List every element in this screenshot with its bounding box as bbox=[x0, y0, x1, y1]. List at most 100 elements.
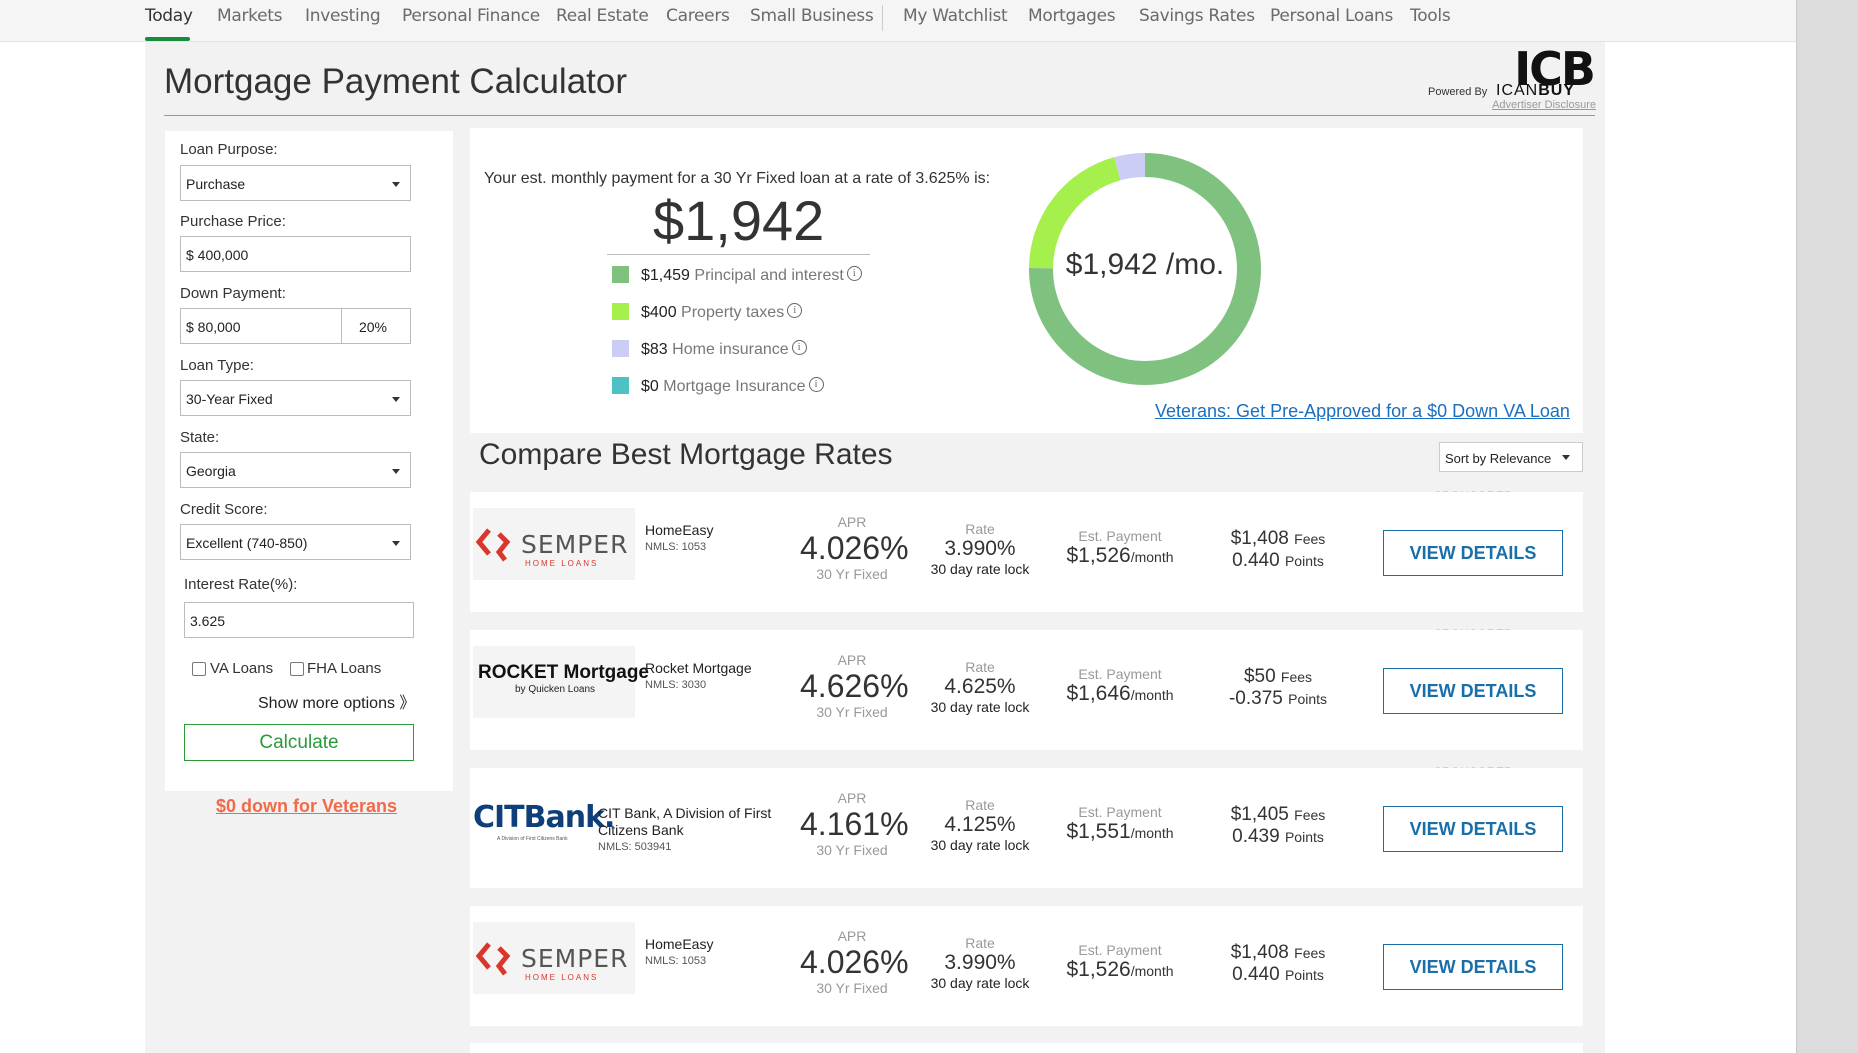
view-details-button[interactable]: VIEW DETAILS bbox=[1383, 806, 1563, 852]
purchase-price-label: Purchase Price: bbox=[180, 213, 286, 230]
fees-value: $1,408 bbox=[1230, 528, 1289, 549]
payment-suffix: /month bbox=[1130, 963, 1174, 979]
page-title: Mortgage Payment Calculator bbox=[164, 62, 627, 101]
rate-lock: 30 day rate lock bbox=[930, 561, 1030, 577]
lender-logo-text: ROCKET Mortgage bbox=[478, 662, 649, 683]
show-more-options-link[interactable]: Show more options 》 bbox=[258, 695, 416, 712]
nav-item-investing[interactable]: Investing bbox=[305, 6, 381, 26]
icanbuy-light: ICAN bbox=[1496, 82, 1539, 99]
rate-column: Rate 4.125% 30 day rate lock bbox=[925, 797, 1035, 853]
calculate-button[interactable]: Calculate bbox=[184, 724, 414, 761]
loan-purpose-select[interactable]: Purchase bbox=[180, 165, 411, 201]
va-loans-checkbox[interactable] bbox=[192, 662, 206, 676]
legend-label: Property taxes bbox=[681, 304, 785, 321]
view-details-button[interactable]: VIEW DETAILS bbox=[1383, 944, 1563, 990]
lender-logo-sub: HOME LOANS bbox=[525, 559, 599, 568]
legend-swatch bbox=[612, 377, 629, 394]
lender-name: HomeEasy bbox=[645, 936, 714, 952]
advertiser-disclosure-link[interactable]: Advertiser Disclosure bbox=[1492, 99, 1596, 111]
rate-card: CITBank. A Division of First Citizens Ba… bbox=[470, 768, 1583, 888]
payment-value: $1,526 bbox=[1066, 958, 1131, 981]
purchase-price-input[interactable]: $ 400,000 bbox=[180, 236, 411, 272]
fees-suffix: Fees bbox=[1294, 807, 1326, 823]
semper-logo-icon bbox=[473, 922, 635, 994]
credit-score-value: Excellent (740-850) bbox=[186, 535, 308, 551]
payment-summary-panel bbox=[470, 128, 1583, 433]
fees-suffix: Fees bbox=[1294, 945, 1326, 961]
next-rate-card-partial bbox=[470, 1043, 1583, 1053]
fha-loans-checkbox[interactable] bbox=[290, 662, 304, 676]
nav-item-mortgages[interactable]: Mortgages bbox=[1028, 6, 1116, 26]
purchase-price-value: $ 400,000 bbox=[186, 247, 249, 263]
fees-value: $50 bbox=[1243, 666, 1276, 687]
lender-logo-text: SEMPER bbox=[521, 530, 629, 559]
loan-type-select[interactable]: 30-Year Fixed bbox=[180, 380, 411, 416]
info-icon[interactable]: i bbox=[846, 266, 862, 281]
apr-term: 30 Yr Fixed bbox=[816, 566, 888, 582]
scrollbar-gutter[interactable] bbox=[1796, 0, 1858, 1053]
interest-rate-input[interactable]: 3.625 bbox=[184, 602, 414, 638]
lender-name: HomeEasy bbox=[645, 522, 714, 538]
credit-score-select[interactable]: Excellent (740-850) bbox=[180, 524, 411, 560]
nav-item-markets[interactable]: Markets bbox=[217, 6, 283, 26]
info-icon[interactable]: i bbox=[808, 377, 824, 392]
points-value: -0.375 bbox=[1228, 688, 1283, 709]
payment-suffix: /month bbox=[1130, 687, 1174, 703]
nav-item-tools[interactable]: Tools bbox=[1410, 6, 1451, 26]
nav-item-today[interactable]: Today bbox=[145, 6, 193, 26]
points-suffix: Points bbox=[1284, 829, 1324, 845]
rate-value: 3.990% bbox=[944, 537, 1016, 560]
nav-item-personal-loans[interactable]: Personal Loans bbox=[1270, 6, 1394, 26]
view-details-button[interactable]: VIEW DETAILS bbox=[1383, 530, 1563, 576]
lender-logo-sub: by Quicken Loans bbox=[515, 684, 596, 695]
view-details-button[interactable]: VIEW DETAILS bbox=[1383, 668, 1563, 714]
down-payment-percent-input[interactable]: 20% bbox=[341, 308, 411, 344]
rate-value: 3.990% bbox=[944, 951, 1016, 974]
lender-logo: CITBank. A Division of First Citizens Ba… bbox=[473, 784, 615, 856]
nav-item-small-business[interactable]: Small Business bbox=[750, 6, 874, 26]
va-loan-promo-link[interactable]: Veterans: Get Pre-Approved for a $0 Down… bbox=[1155, 401, 1570, 421]
legend-amount: $1,459 bbox=[641, 267, 690, 284]
apr-value: 4.161% bbox=[800, 806, 909, 842]
points-value: 0.440 bbox=[1232, 964, 1280, 985]
nav-item-savings-rates[interactable]: Savings Rates bbox=[1139, 6, 1255, 26]
rate-value: 4.625% bbox=[944, 675, 1016, 698]
veterans-down-link[interactable]: $0 down for Veterans bbox=[216, 796, 398, 816]
interest-rate-label: Interest Rate(%): bbox=[184, 576, 298, 593]
state-select[interactable]: Georgia bbox=[180, 452, 411, 488]
nav-item-real-estate[interactable]: Real Estate bbox=[556, 6, 649, 26]
rate-column: Rate 3.990% 30 day rate lock bbox=[925, 935, 1035, 991]
payment-caption: Est. Payment bbox=[1078, 804, 1162, 820]
apr-column: APR 4.161% 30 Yr Fixed bbox=[800, 790, 909, 858]
legend-property-taxes: $400 Property taxes i bbox=[612, 303, 803, 323]
legend-amount: $400 bbox=[641, 304, 677, 321]
points-value: 0.439 bbox=[1232, 826, 1280, 847]
legend-swatch bbox=[612, 303, 629, 320]
lender-logo-text: CITBank. bbox=[473, 800, 615, 835]
state-label: State: bbox=[180, 429, 220, 446]
rate-column: Rate 3.990% 30 day rate lock bbox=[925, 521, 1035, 577]
loan-purpose-label: Loan Purpose: bbox=[180, 141, 278, 158]
nav-item-my-watchlist[interactable]: My Watchlist bbox=[903, 6, 1008, 26]
icanbuy-wordmark: ICANBUY bbox=[1496, 82, 1575, 100]
rate-value: 4.125% bbox=[944, 813, 1016, 836]
lender-logo-sub: A Division of First Citizens Bank bbox=[497, 836, 568, 842]
nav-item-careers[interactable]: Careers bbox=[666, 6, 730, 26]
legend-home-insurance: $83 Home insurance i bbox=[612, 340, 807, 360]
info-icon[interactable]: i bbox=[787, 303, 803, 318]
payment-caption: Est. Payment bbox=[1078, 942, 1162, 958]
payment-value: $1,551 bbox=[1066, 820, 1131, 843]
state-value: Georgia bbox=[186, 463, 236, 479]
down-payment-input[interactable]: $ 80,000 bbox=[180, 308, 342, 344]
rate-lock: 30 day rate lock bbox=[930, 975, 1030, 991]
info-icon[interactable]: i bbox=[791, 340, 807, 355]
payment-suffix: /month bbox=[1130, 549, 1174, 565]
sort-select[interactable]: Sort by Relevance bbox=[1439, 442, 1583, 472]
chevron-down-icon bbox=[1562, 455, 1570, 460]
rate-column: Rate 4.625% 30 day rate lock bbox=[925, 659, 1035, 715]
chevron-down-icon bbox=[392, 182, 400, 187]
apr-term: 30 Yr Fixed bbox=[816, 842, 888, 858]
fha-loans-label: FHA Loans bbox=[307, 660, 382, 677]
payment-value: $1,646 bbox=[1066, 682, 1131, 705]
nav-item-personal-finance[interactable]: Personal Finance bbox=[402, 6, 540, 26]
